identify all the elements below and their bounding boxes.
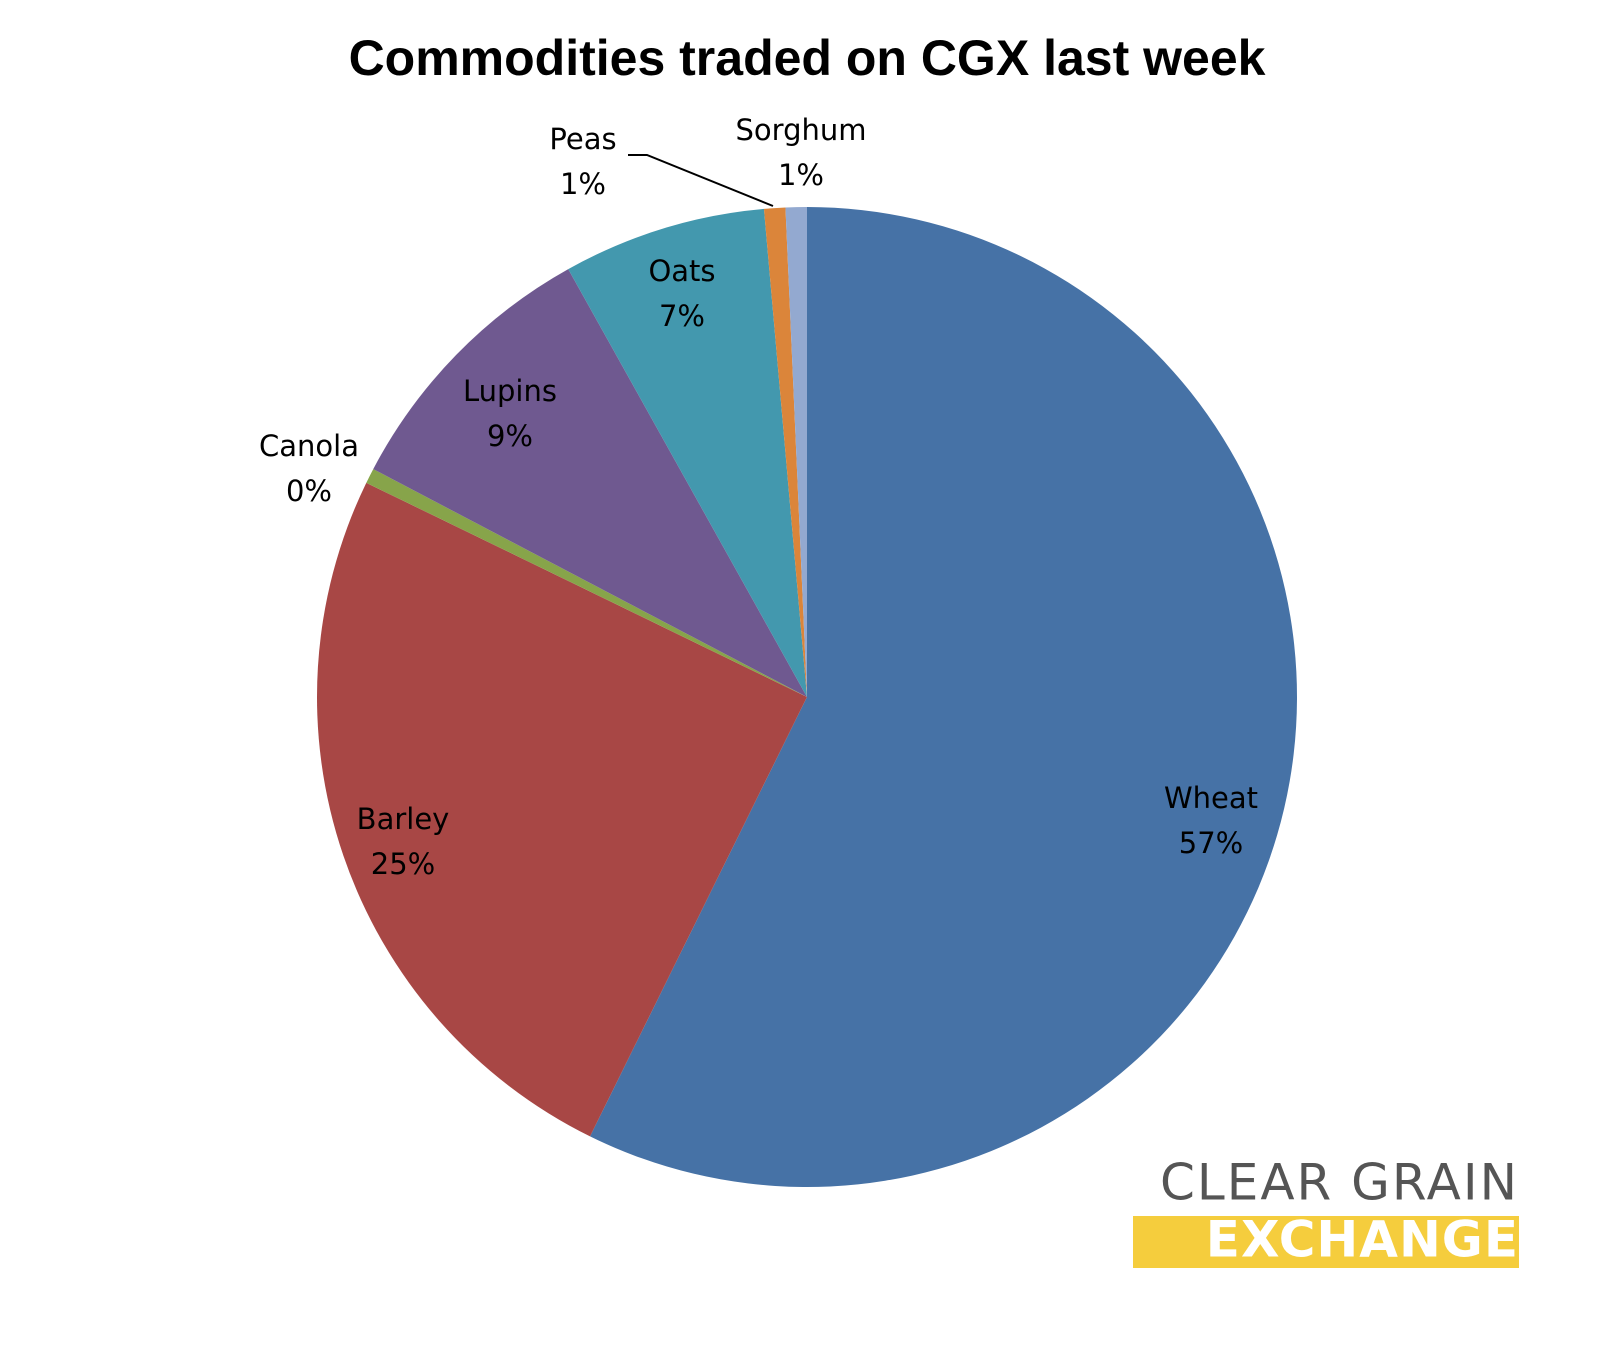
value-label: 7% [659,299,705,333]
logo-text: CLEAR GRAIN [1160,1154,1519,1212]
slice [366,469,807,697]
slice [763,207,807,697]
slice-name: Wheat [1164,781,1258,815]
slice [568,208,807,697]
slice [785,207,807,697]
slice [316,482,807,1137]
slice [590,207,1298,1187]
pie [316,207,1298,1187]
leader-line [628,154,774,207]
slice-name: Peas [549,122,616,156]
value-label: 0% [286,474,332,508]
value-label: 1% [778,158,824,192]
slice-name: Sorghum [736,113,867,147]
slice [373,269,807,697]
slice-name: Oats [648,254,715,288]
value-label: 25% [371,847,435,881]
value-label: 9% [487,419,533,453]
slice-name: Barley [357,802,450,836]
chart-title: Commodities traded on CGX last week [349,30,1266,86]
logo-band [1133,1216,1519,1268]
value-label: 57% [1179,826,1243,860]
logo-text: EXCHANGE [1206,1211,1519,1269]
value-label: 1% [560,167,606,201]
labels: Wheat 57% Barley 25% Canola 0% Lupins 9% Oats 7% P… [259,113,1258,881]
slice-name: Canola [259,429,359,463]
slice-name: Lupins [463,374,557,408]
